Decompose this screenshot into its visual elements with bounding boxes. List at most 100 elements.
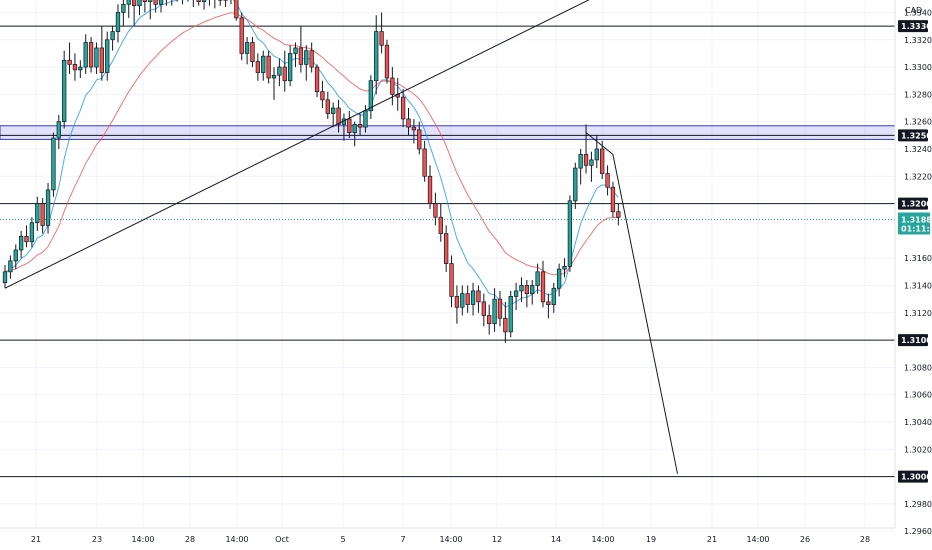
candle-body [347, 118, 352, 133]
candle-body [519, 285, 524, 292]
candle-body [18, 235, 24, 251]
candle-body [115, 12, 121, 32]
candle-body [45, 189, 51, 226]
candle-body [417, 129, 422, 150]
time-tick-label: 26 [800, 535, 810, 544]
candle-body [562, 266, 567, 270]
price-tick-label: 1.30600 [904, 391, 932, 400]
candle-body [331, 107, 336, 114]
price-tick-label: 1.31200 [904, 309, 932, 318]
projection-path [585, 132, 678, 474]
candle-body [62, 59, 67, 123]
time-tick-label: 14:00 [746, 535, 769, 544]
time-tick-label: 14 [551, 535, 561, 544]
candle-body [72, 63, 78, 71]
price-tick-label: 1.32400 [904, 145, 932, 154]
last-price-badge [898, 212, 930, 235]
chart-grid [0, 0, 895, 532]
candle-body [551, 287, 556, 305]
candle-body [314, 66, 320, 92]
candle-body [540, 271, 546, 303]
candle-body [88, 42, 94, 68]
candle-body [503, 317, 508, 333]
candle-body [384, 44, 390, 79]
time-tick-label: 28 [185, 535, 195, 544]
time-tick-label: 23 [92, 535, 102, 544]
candle-body [137, 0, 142, 6]
candle-body [105, 39, 110, 73]
candle-body [309, 50, 314, 68]
currency-label: CAD [905, 6, 922, 15]
candle-body [99, 47, 104, 73]
time-tick-label: 28 [860, 535, 870, 544]
candle-body [266, 55, 271, 79]
candle-body [530, 285, 535, 295]
price-tick-label: 1.32800 [904, 90, 932, 99]
level-price-label: 1.31000 [901, 336, 932, 345]
candle-body [67, 59, 72, 65]
candle-body [363, 110, 368, 128]
candle-body [497, 298, 503, 319]
level-price-label: 1.30000 [901, 473, 932, 482]
candle-body [600, 148, 605, 174]
candle-body [142, 0, 148, 2]
time-tick-label: 14:00 [225, 535, 248, 544]
candle-body [616, 211, 621, 218]
candle-body [83, 42, 88, 68]
candle-body [492, 298, 497, 325]
candle-body [24, 235, 29, 243]
candles [2, 0, 621, 343]
candle-body [427, 175, 433, 204]
price-tick-label: 1.33000 [904, 63, 932, 72]
candle-body [298, 47, 304, 65]
time-tick-label: 21 [707, 535, 717, 544]
candle-body [476, 290, 481, 303]
level-price-badge [898, 197, 928, 210]
candle-body [271, 74, 277, 79]
candle-body [438, 216, 443, 234]
candle-body [524, 285, 530, 295]
time-tick-label: 14:00 [131, 535, 154, 544]
candle-body [234, 0, 239, 19]
candle-body [158, 0, 164, 5]
candle-body [400, 96, 406, 120]
candle-body [513, 290, 519, 297]
candle-body [460, 293, 465, 308]
candle-body [2, 271, 8, 284]
time-tick-label: Oct [275, 535, 289, 544]
candle-body [196, 0, 201, 2]
candle-body [374, 31, 379, 82]
time-tick-label: 7 [400, 535, 405, 544]
time-tick-label: 5 [340, 535, 345, 544]
price-tick-label: 1.33400 [904, 8, 932, 17]
candle-body [244, 42, 250, 54]
price-tick-label: 1.30800 [904, 363, 932, 372]
candle-body [110, 31, 115, 41]
level-price-label: 1.33300 [901, 22, 932, 31]
candle-body [470, 290, 476, 305]
candle-body [567, 200, 573, 267]
price-tick-label: 1.29600 [904, 527, 932, 536]
ascending-trendline [4, 0, 590, 289]
candle-body [406, 118, 411, 128]
candle-body [126, 0, 131, 5]
resistance-zone-box [0, 125, 896, 140]
level-price-label: 1.32000 [901, 200, 932, 209]
time-axis[interactable]: 21 23 14:00 28 14:00 Oct 5 7 14:00 12 14 14:00 19 21 1… [0, 527, 895, 544]
candle-body [121, 3, 126, 13]
price-axis[interactable]: CAD 1.33400 1.33200 1.33000 1.32800 1.32600 1… [894, 0, 932, 536]
candle-body [201, 0, 207, 2]
candle-body [293, 47, 298, 54]
level-price-badge [898, 129, 928, 142]
candle-body [573, 167, 578, 202]
candle-body [583, 154, 589, 166]
time-tick-label: 14:00 [439, 535, 462, 544]
candle-body [422, 148, 427, 177]
candle-body [255, 61, 261, 73]
candle-body [352, 124, 357, 133]
candle-body [131, 0, 137, 6]
candle-body [589, 159, 594, 166]
time-tick-label: 12 [492, 535, 502, 544]
price-tick-label: 1.31400 [904, 281, 932, 290]
